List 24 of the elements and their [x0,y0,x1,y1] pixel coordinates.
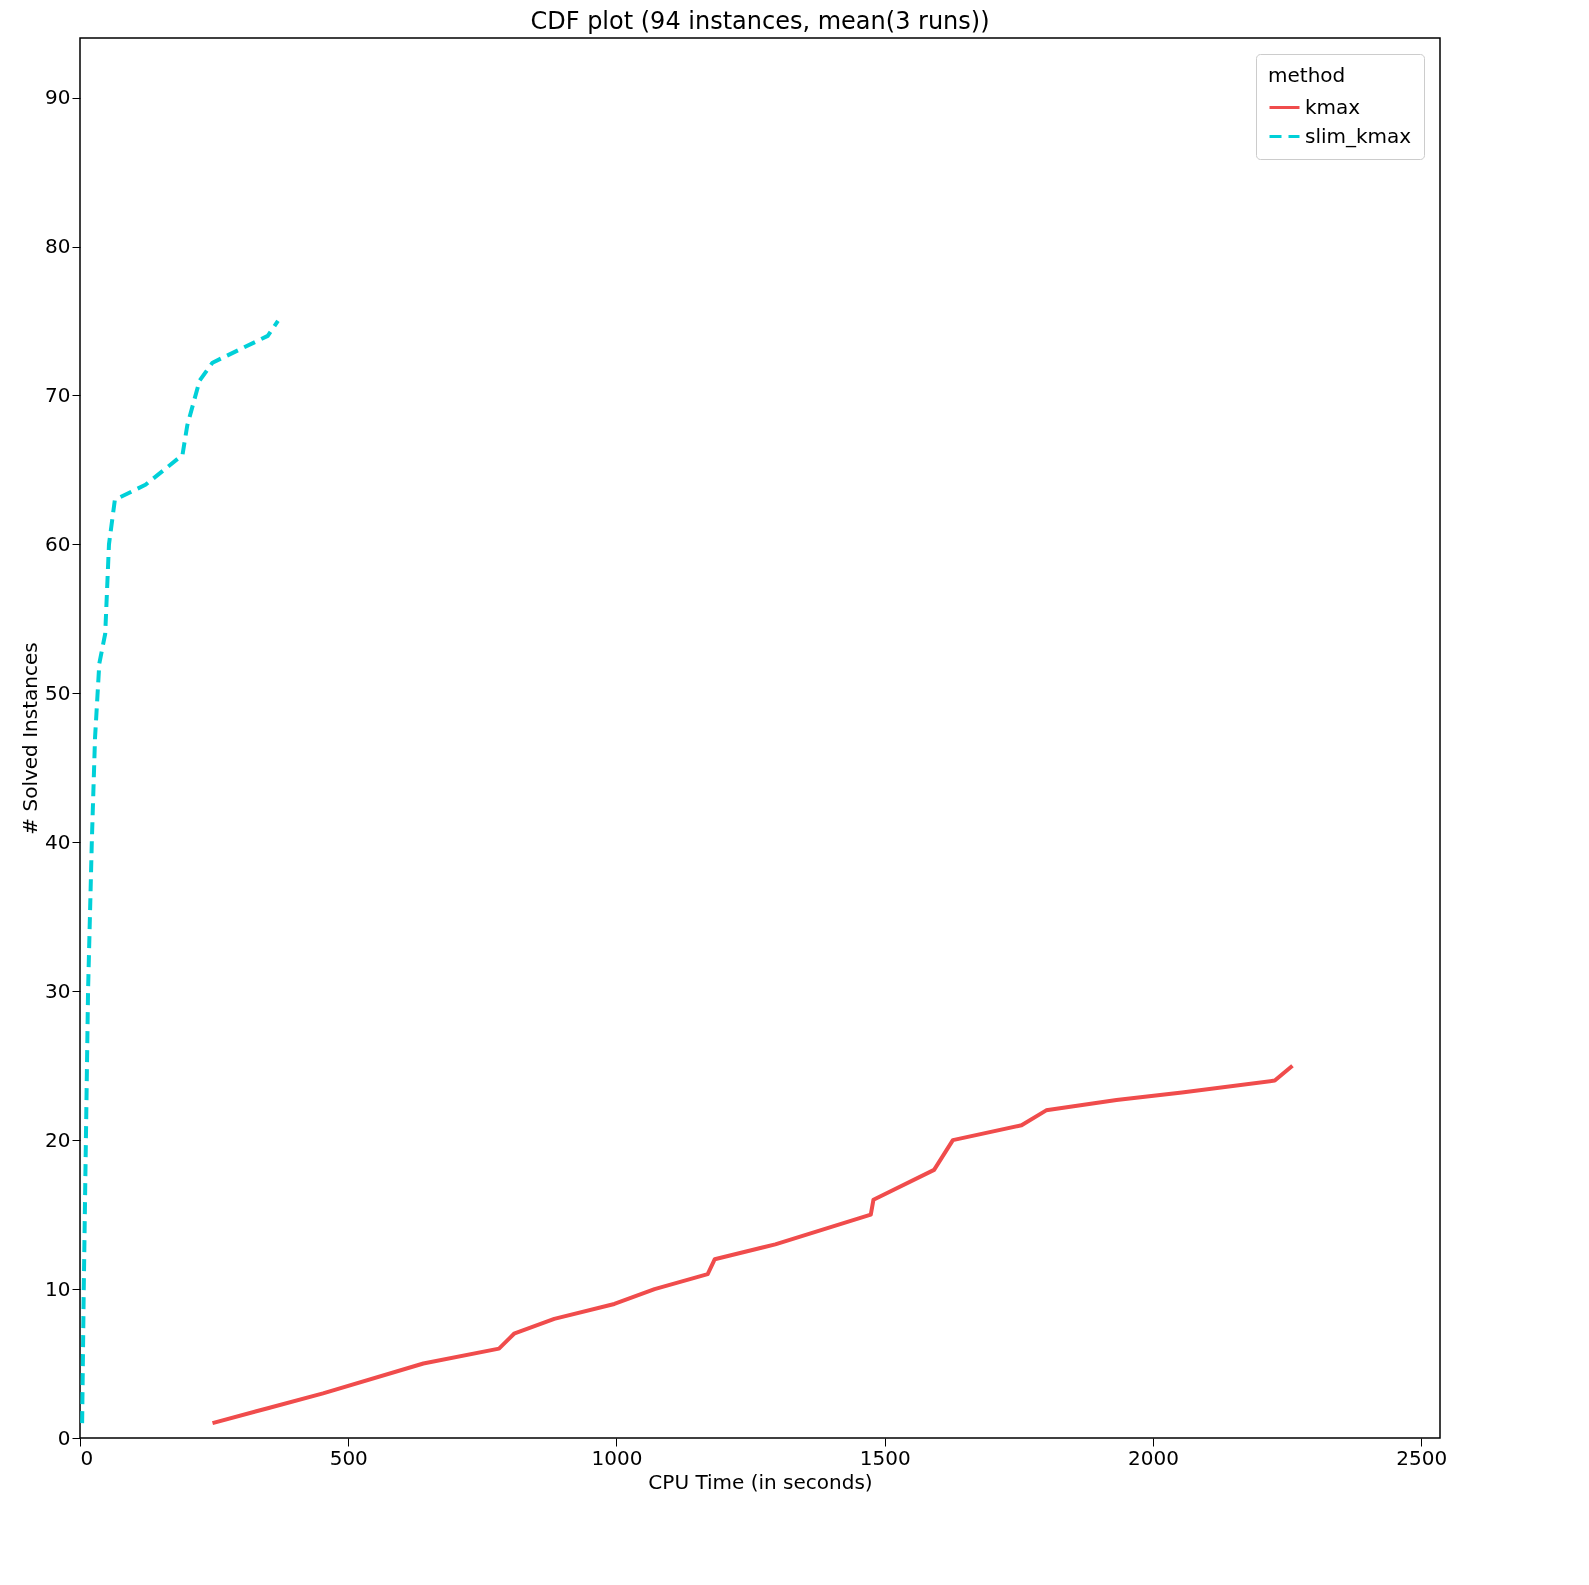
x-tick-label: 0 [80,1445,94,1470]
x-tick-label: 500 [329,1445,368,1470]
legend-label: slim_kmax [1305,123,1412,148]
x-tick-label: 1000 [591,1445,643,1470]
x-tick-label: 1500 [859,1445,911,1470]
legend-title: method [1268,63,1346,87]
line-series [210,1063,1295,1426]
y-tick-label: 30 [45,978,71,1003]
legend-label: kmax [1305,94,1361,119]
x-tick-label: 2000 [1128,1445,1179,1470]
y-tick-label: 50 [45,680,71,705]
y-tick-label: 0 [57,1425,71,1450]
y-tick-label: 70 [45,382,71,407]
line-series [80,318,280,1426]
y-tick-label: 80 [45,234,71,259]
x-tick-label: 2500 [1396,1445,1448,1470]
y-tick-label: 20 [45,1127,71,1152]
y-tick-label: 10 [45,1276,71,1301]
x-axis-title: CPU Time (in seconds) [648,1469,873,1494]
chart-title: CDF plot (94 instances, mean(3 runs)) [530,7,990,35]
y-tick-label: 40 [45,829,71,854]
y-tick-label: 60 [45,531,71,556]
y-tick-label: 90 [45,85,71,110]
y-axis-title: # Solved Instances [18,642,43,835]
